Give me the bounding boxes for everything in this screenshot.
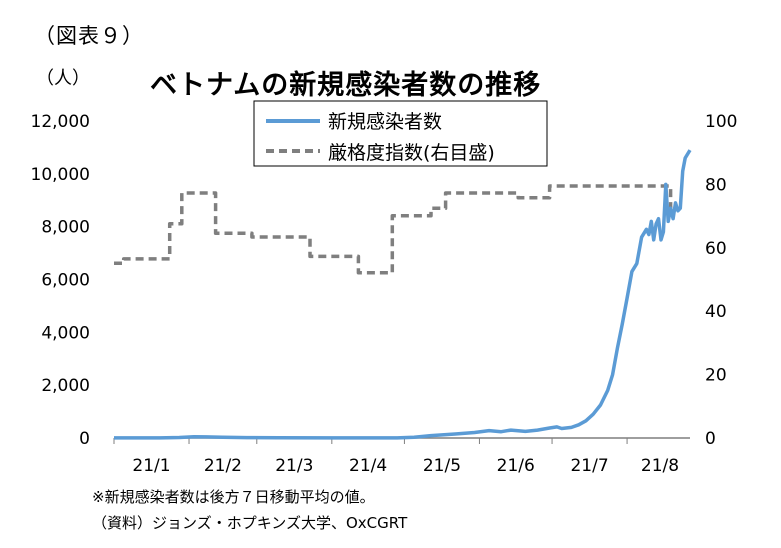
- legend-label-stringency: 厳格度指数(右目盛): [328, 142, 495, 164]
- footnote: ※新規感染者数は後方７日移動平均の値。: [92, 488, 375, 506]
- y-right-tick-label: 100: [705, 112, 737, 132]
- y-right-tick-label: 40: [705, 302, 727, 322]
- legend-box: [253, 100, 548, 167]
- y-left-tick-label: 12,000: [31, 112, 90, 132]
- y-left-tick-label: 6,000: [41, 271, 90, 291]
- y-left-tick-label: 0: [79, 429, 90, 449]
- x-tick-label: 21/6: [497, 456, 535, 476]
- y-right-tick-label: 20: [705, 366, 727, 386]
- x-tick-label: 21/8: [641, 456, 679, 476]
- y-right-tick-label: 60: [705, 239, 727, 259]
- y-right-tick-label: 0: [705, 429, 716, 449]
- legend-label-cases: 新規感染者数: [328, 111, 442, 133]
- x-tick-label: 21/7: [570, 456, 608, 476]
- x-tick-label: 21/2: [204, 456, 242, 476]
- y-left-tick-label: 4,000: [41, 323, 90, 343]
- chart-axes: 0 2,000 4,000 6,000 8,000 10,000 12,000 0 20 40 60…: [31, 112, 738, 476]
- x-tick-label: 21/5: [423, 456, 461, 476]
- left-axis-unit-label: （人）: [36, 68, 90, 89]
- x-tick-label: 21/1: [132, 456, 170, 476]
- source-note: （資料）ジョンズ・ホプキンズ大学、OxCGRT: [92, 514, 408, 532]
- y-right-tick-label: 80: [705, 175, 727, 195]
- y-left-tick-label: 2,000: [41, 376, 90, 396]
- y-left-tick-label: 8,000: [41, 218, 90, 238]
- chart-series-layer: [114, 149, 692, 440]
- series-line-stringency: [114, 184, 678, 275]
- figure-label: （図表９）: [34, 24, 144, 48]
- y-left-tick-label: 10,000: [31, 165, 90, 185]
- x-tick-label: 21/3: [275, 456, 313, 476]
- x-tick-label: 21/4: [349, 456, 387, 476]
- chart-legend: 新規感染者数 厳格度指数(右目盛): [253, 100, 548, 167]
- chart-title: ベトナムの新規感染者数の推移: [150, 70, 542, 101]
- series-line-cases: [114, 149, 692, 440]
